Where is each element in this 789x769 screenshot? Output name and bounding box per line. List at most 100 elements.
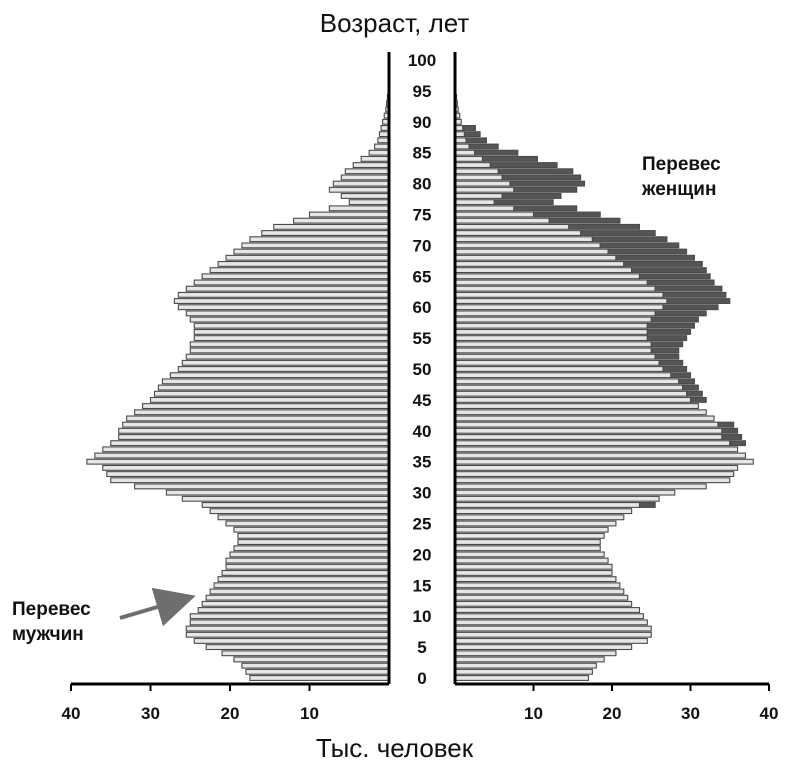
male-bar-age-82 <box>344 168 390 175</box>
male-bar-age-19 <box>225 557 390 564</box>
male-bar-age-73 <box>273 223 390 230</box>
female-bar-age-11 <box>454 607 641 613</box>
age-tick-label-10: 10 <box>413 607 432 626</box>
male-bar-age-43 <box>134 409 390 416</box>
age-tick-label-35: 35 <box>413 453 432 472</box>
male-bar-age-0 <box>249 675 390 681</box>
male-bar-age-36 <box>94 452 390 459</box>
female-excess-bar-age-83 <box>489 162 558 169</box>
male-bar-age-9 <box>189 619 390 626</box>
female-bar-age-79 <box>454 186 515 193</box>
female-bar-age-74 <box>454 217 550 224</box>
male-bar-age-20 <box>229 551 390 558</box>
female-bar-age-25 <box>454 520 617 527</box>
female-bar-age-22 <box>454 539 601 546</box>
female-bar-age-12 <box>454 600 633 607</box>
female-bar-age-7 <box>454 631 652 638</box>
female-bar-age-30 <box>454 489 676 496</box>
female-excess-bar-age-77 <box>493 199 554 206</box>
female-bar-age-49 <box>454 372 672 379</box>
x-tick-label-left-40: 40 <box>62 704 81 723</box>
male-bar-age-32 <box>110 477 390 484</box>
age-tick-label-45: 45 <box>413 391 432 410</box>
x-tick-label-right-40: 40 <box>760 704 779 723</box>
female-bar-age-36 <box>454 452 747 459</box>
female-excess-bar-age-80 <box>509 180 586 187</box>
male-bar-age-3 <box>233 656 390 663</box>
female-bar-age-29 <box>454 495 660 502</box>
female-bar-age-69 <box>454 248 609 255</box>
female-bar-age-82 <box>454 168 499 175</box>
female-excess-bar-age-63 <box>654 285 723 292</box>
female-bar-age-78 <box>454 192 503 199</box>
age-tick-label-85: 85 <box>413 144 432 163</box>
male-bar-age-15 <box>213 582 390 589</box>
x-tick-label-right-10: 10 <box>524 704 543 723</box>
female-bar-age-76 <box>454 205 515 212</box>
male-bar-age-14 <box>209 588 390 595</box>
male-bar-age-54 <box>189 341 390 348</box>
male-bar-age-52 <box>185 353 390 360</box>
age-tick-label-60: 60 <box>413 298 432 317</box>
female-excess-bar-age-52 <box>654 353 680 360</box>
x-tick-label-left-30: 30 <box>141 704 160 723</box>
male-bar-age-87 <box>377 137 390 144</box>
age-tick-label-30: 30 <box>413 484 432 503</box>
female-bar-age-80 <box>454 180 511 187</box>
female-excess-bar-age-67 <box>623 260 703 267</box>
female-excess-bar-age-40 <box>721 427 739 434</box>
male-bar-age-50 <box>177 366 390 372</box>
male-bar-age-63 <box>185 285 390 292</box>
male-bar-age-85 <box>368 149 390 156</box>
female-bar-age-65 <box>454 273 641 280</box>
female-excess-bar-age-86 <box>468 143 499 150</box>
female-excess-bar-age-84 <box>481 155 538 162</box>
female-bar-age-33 <box>454 471 735 478</box>
female-bar-age-53 <box>454 347 652 354</box>
female-bar-age-64 <box>454 279 648 286</box>
male-bar-age-22 <box>237 539 390 546</box>
female-bar-age-75 <box>454 211 535 218</box>
male-bar-age-78 <box>340 192 390 199</box>
male-bar-age-76 <box>328 205 390 212</box>
male-bar-age-38 <box>110 440 390 447</box>
male-bar-age-2 <box>241 662 390 669</box>
female-excess-bar-age-48 <box>678 378 695 385</box>
female-excess-bar-age-41 <box>717 421 735 428</box>
female-bar-age-66 <box>454 267 633 274</box>
male-bar-age-42 <box>126 415 390 422</box>
female-bar-age-40 <box>454 427 723 434</box>
female-bar-age-47 <box>454 384 684 391</box>
male-bar-age-7 <box>185 631 390 638</box>
female-bar-age-87 <box>454 137 467 144</box>
male-bar-age-4 <box>221 650 390 657</box>
female-bar-age-57 <box>454 322 648 329</box>
male-bar-age-25 <box>225 520 390 527</box>
male-bar-age-24 <box>233 526 390 533</box>
male-bar-age-13 <box>205 594 390 601</box>
female-excess-bar-age-73 <box>568 223 641 230</box>
female-bar-age-44 <box>454 403 699 410</box>
male-bar-age-28 <box>201 501 390 508</box>
male-bar-age-57 <box>193 322 390 329</box>
female-excess-bar-age-81 <box>501 174 582 181</box>
female-bar-age-68 <box>454 254 617 261</box>
female-bar-age-9 <box>454 619 648 626</box>
male-bar-age-72 <box>261 230 390 237</box>
female-bar-age-85 <box>454 149 476 156</box>
female-excess-bar-age-56 <box>646 328 692 335</box>
male-bar-age-47 <box>157 384 390 391</box>
female-excess-bar-age-60 <box>662 304 719 311</box>
female-bar-age-51 <box>454 359 660 366</box>
female-excess-bar-age-46 <box>686 390 703 397</box>
female-bar-age-2 <box>454 662 597 669</box>
female-bar-age-24 <box>454 526 609 533</box>
female-bar-age-18 <box>454 563 613 570</box>
female-bar-age-70 <box>454 242 601 249</box>
male-bar-age-74 <box>293 217 390 224</box>
age-tick-label-70: 70 <box>413 236 432 255</box>
male-bar-age-45 <box>149 396 390 403</box>
male-bar-age-61 <box>173 298 390 304</box>
female-excess-bar-age-57 <box>646 322 695 329</box>
female-bar-age-84 <box>454 155 484 162</box>
